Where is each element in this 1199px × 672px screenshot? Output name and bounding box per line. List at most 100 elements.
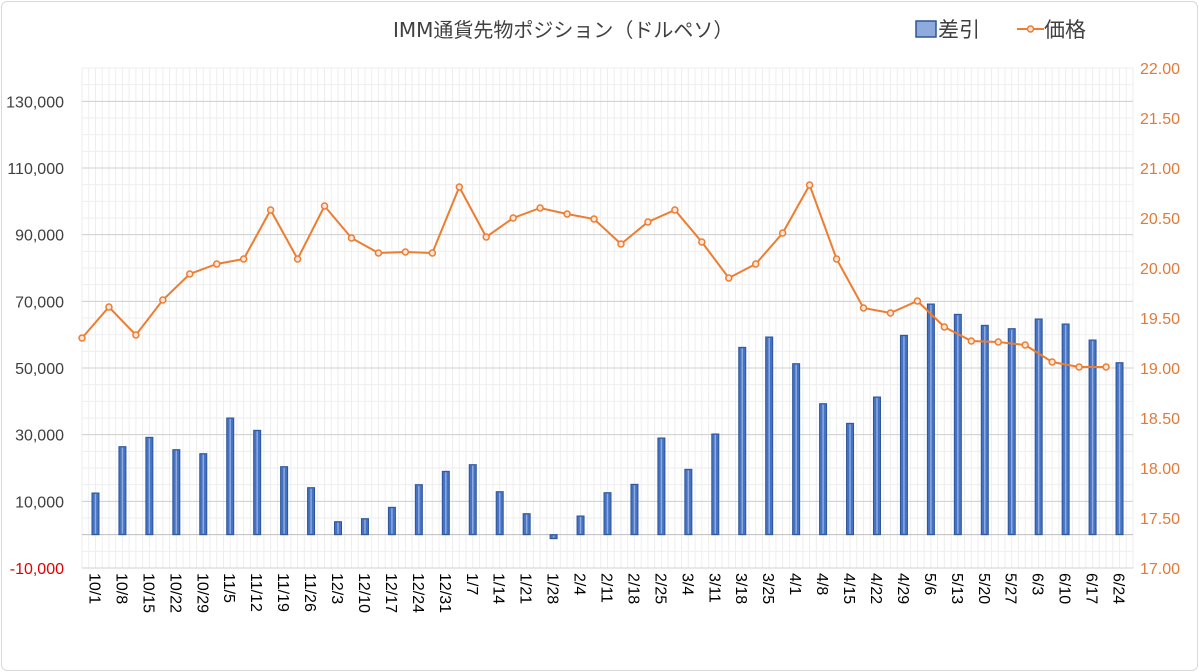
- x-tick-label: 2/4: [571, 573, 588, 595]
- x-tick-label: 2/11: [598, 573, 615, 603]
- price-point-2/4: [563, 210, 571, 218]
- left-y-tick-label: 50,000: [15, 361, 64, 378]
- x-tick-label: 10/22: [166, 573, 183, 613]
- price-point-4/8: [805, 181, 814, 189]
- price-point-10/29: [186, 270, 194, 278]
- left-y-tick-label: 30,000: [15, 428, 64, 445]
- price-point-6/24: [1102, 363, 1110, 371]
- right-y-tick-label: 22.00: [1140, 61, 1180, 78]
- x-tick-label: 3/11: [705, 573, 722, 603]
- right-y-tick-label: 18.50: [1140, 411, 1180, 428]
- price-point-1/14: [482, 233, 490, 241]
- price-point-12/24: [401, 248, 410, 256]
- x-tick-label: 3/18: [732, 573, 749, 604]
- price-point-6/3: [1021, 341, 1029, 349]
- legend-bar-label: 差引: [938, 18, 980, 42]
- x-tick-label: 4/8: [813, 573, 830, 595]
- price-point-4/15: [832, 255, 841, 263]
- left-y-tick-label: 10,000: [15, 494, 64, 511]
- left-y-tick-label: 90,000: [15, 228, 64, 245]
- x-tick-label: 10/29: [193, 573, 210, 613]
- price-point-2/18: [617, 240, 625, 248]
- price-point-5/20: [967, 337, 976, 345]
- x-tick-label: 1/14: [490, 573, 507, 604]
- x-tick-label: 6/10: [1056, 573, 1073, 604]
- x-tick-label: 5/20: [975, 573, 992, 604]
- price-point-10/1: [78, 334, 86, 342]
- x-tick-label: 4/29: [894, 573, 911, 604]
- price-point-1/7: [455, 183, 464, 191]
- x-tick-label: 1/28: [544, 573, 561, 604]
- price-point-1/28: [536, 204, 544, 212]
- price-point-12/17: [374, 249, 383, 257]
- x-tick-label: 5/13: [948, 573, 965, 604]
- x-tick-label: 1/21: [517, 573, 534, 604]
- legend-line-label: 価格: [1044, 18, 1086, 42]
- x-tick-label: 1/7: [463, 573, 480, 595]
- x-tick-label: 11/12: [247, 573, 264, 612]
- price-point-5/6: [913, 297, 922, 305]
- x-tick-label: 4/1: [786, 573, 803, 595]
- x-tick-label: 6/3: [1029, 573, 1046, 595]
- price-point-11/12: [239, 255, 248, 263]
- right-y-tick-label: 19.50: [1140, 311, 1180, 328]
- legend-line-marker: [1026, 25, 1035, 33]
- chart-title: IMM通貨先物ポジション（ドルペソ）: [393, 18, 733, 42]
- x-tick-label: 3/25: [759, 573, 776, 604]
- price-point-11/19: [266, 206, 275, 214]
- price-point-4/22: [859, 304, 868, 312]
- x-tick-label: 11/19: [274, 573, 291, 612]
- x-tick-label: 6/17: [1083, 573, 1100, 604]
- right-y-tick-label: 21.50: [1140, 111, 1180, 128]
- left-y-tick-label: 110,000: [7, 161, 64, 178]
- x-tick-label: 2/25: [651, 573, 668, 604]
- price-point-3/11: [698, 238, 706, 246]
- bar-series: [91, 303, 1124, 540]
- x-tick-label: 5/27: [1002, 573, 1019, 604]
- price-point-11/5: [212, 260, 221, 268]
- axes: -10,000 10,000 30,000 50,000 70,000 90,000 110…: [6, 61, 1180, 613]
- legend: 差引 価格: [915, 18, 1086, 42]
- price-point-5/13: [940, 323, 949, 331]
- legend-bar-swatch: [915, 20, 937, 38]
- right-y-tick-label: 21.00: [1140, 161, 1180, 178]
- price-point-12/31: [428, 249, 437, 257]
- x-tick-label: 4/22: [867, 573, 884, 604]
- left-y-tick-label: 130,000: [6, 94, 64, 111]
- right-y-tick-label: 17.50: [1140, 511, 1180, 528]
- x-tick-label: 5/6: [921, 573, 938, 595]
- x-tick-label: 10/15: [139, 573, 156, 613]
- x-tick-label: 12/3: [328, 573, 345, 604]
- x-tick-label: 2/18: [624, 573, 641, 604]
- price-point-4/1: [778, 229, 787, 237]
- x-tick-label: 10/8: [112, 573, 129, 604]
- left-y-tick-label: 70,000: [15, 294, 64, 311]
- x-tick-label: 11/26: [301, 573, 318, 612]
- x-tick-label: 12/24: [409, 573, 426, 613]
- right-y-tick-label: 20.00: [1140, 261, 1180, 278]
- price-point-3/4: [671, 206, 679, 214]
- x-tick-label: 12/10: [355, 573, 372, 613]
- price-point-12/3: [320, 202, 329, 210]
- price-point-10/8: [105, 303, 113, 311]
- right-y-tick-label: 19.00: [1140, 361, 1180, 378]
- x-tick-label: 4/15: [840, 573, 857, 604]
- price-point-2/11: [590, 215, 598, 223]
- price-point-6/17: [1075, 363, 1083, 371]
- price-point-4/29: [886, 309, 895, 317]
- price-point-10/22: [159, 296, 167, 304]
- price-point-3/25: [751, 260, 760, 268]
- x-tick-label: 11/5: [220, 573, 237, 603]
- right-y-tick-label: 18.00: [1140, 461, 1180, 478]
- price-point-12/10: [347, 234, 356, 242]
- right-y-tick-label: 17.00: [1140, 561, 1180, 578]
- price-point-5/27: [994, 338, 1003, 346]
- price-point-2/25: [644, 218, 652, 226]
- line-series: [78, 181, 1110, 371]
- price-point-11/26: [293, 255, 302, 263]
- price-point-6/10: [1048, 358, 1056, 366]
- price-point-3/18: [725, 274, 733, 282]
- left-y-tick-label: -10,000: [10, 561, 64, 578]
- price-point-10/15: [132, 331, 140, 339]
